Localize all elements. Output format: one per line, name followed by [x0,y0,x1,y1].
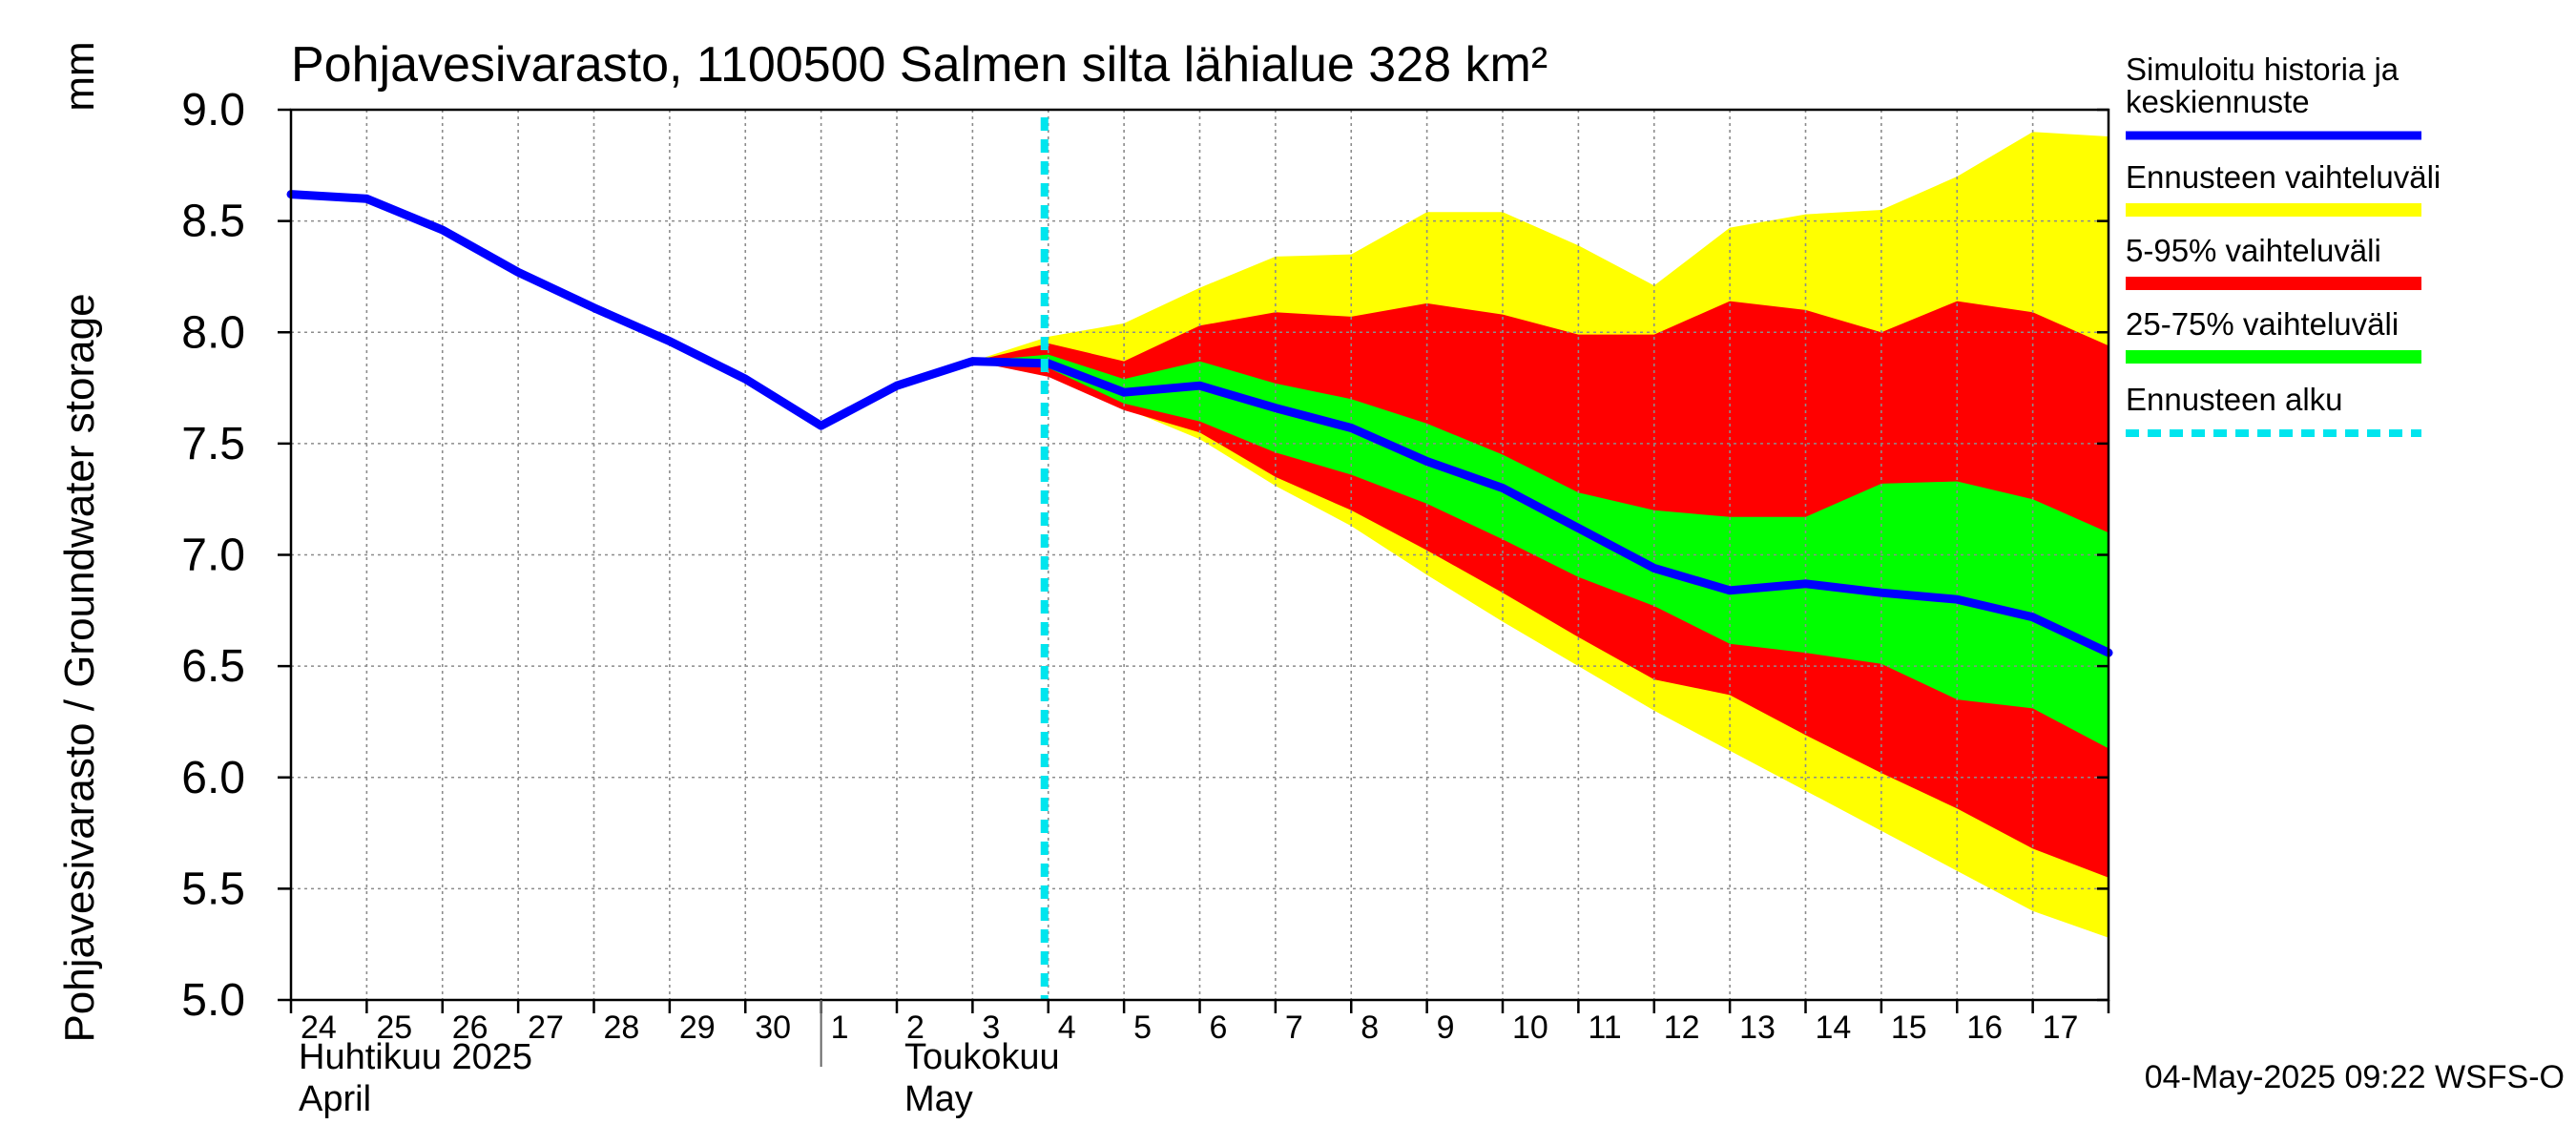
x-tick-label: 14 [1816,1010,1852,1046]
x-tick-label: 28 [604,1010,640,1046]
x-tick-label: 13 [1739,1010,1776,1046]
x-tick-label: 4 [1058,1010,1076,1046]
x-tick-label: 17 [2043,1010,2079,1046]
x-tick-label: 29 [679,1010,716,1046]
x-tick-label: 1 [831,1010,849,1046]
x-tick-label: 24 [301,1010,337,1046]
x-tick-label: 10 [1512,1010,1548,1046]
x-tick-label: 5 [1133,1010,1152,1046]
legend-entry-5-95: 5-95% vaihteluväli [2126,233,2421,290]
month-label-en: April [299,1079,371,1119]
chart-title: Pohjavesivarasto, 1100500 Salmen silta l… [291,37,1548,93]
legend-swatch-band [2126,277,2421,290]
y-tick-label: 5.0 [181,975,245,1026]
forecast-bands [972,132,2109,938]
x-tick-label: 8 [1361,1010,1379,1046]
y-axis-unit: mm [56,41,103,111]
band-25-75 [972,354,2109,749]
y-tick-label: 5.5 [181,864,245,914]
x-tick-label: 16 [1966,1010,2003,1046]
y-tick-label: 6.0 [181,753,245,803]
legend-label: Ennusteen vaihteluväli [2126,159,2441,195]
legend-swatch-band [2126,350,2421,364]
legend-entry-25-75: 25-75% vaihteluväli [2126,306,2421,364]
y-tick-label: 8.5 [181,197,245,247]
x-tick-label: 25 [376,1010,412,1046]
legend-label: Ennusteen alku [2126,382,2343,417]
x-tick-label: 3 [982,1010,1000,1046]
series-lines [286,117,2113,1000]
x-tick-label: 7 [1285,1010,1303,1046]
median-forecast-line [286,190,2113,657]
x-tick-label: 12 [1664,1010,1700,1046]
month-label-fi: Huhtikuu 2025 [299,1037,532,1077]
x-tick-label: 27 [528,1010,564,1046]
month-label-fi: Toukokuu [904,1037,1060,1077]
x-tick-label: 30 [755,1010,791,1046]
x-tick-label: 9 [1437,1010,1455,1046]
legend-entry-forecast-start: Ennusteen alku [2126,382,2421,437]
y-tick-label: 7.5 [181,419,245,469]
legend-label: 25-75% vaihteluväli [2126,306,2399,342]
legend-swatch-band [2126,203,2421,217]
y-tick-label: 6.5 [181,641,245,692]
timestamp: 04-May-2025 09:22 WSFS-O [2145,1059,2565,1095]
y-axis-label: Pohjavesivarasto / Groundwater storage [56,293,103,1042]
month-label-en: May [904,1079,973,1119]
x-tick-label: 6 [1210,1010,1228,1046]
band-5-95 [972,301,2109,878]
legend-label: keskiennuste [2126,84,2310,119]
x-tick-label: 15 [1891,1010,1927,1046]
x-tick-label: 26 [452,1010,488,1046]
x-tick-label: 11 [1588,1010,1621,1046]
x-tick-label: 2 [906,1010,924,1046]
y-tick-label: 7.0 [181,531,245,581]
y-tick-label: 9.0 [181,85,245,135]
legend-label: Simuloitu historia ja [2126,52,2399,87]
legend-label: 5-95% vaihteluväli [2126,233,2381,268]
y-tick-label: 8.0 [181,307,245,358]
axes: 5.05.56.06.57.07.58.08.59.024 25 26 27 28 29 3… [181,85,2110,1119]
legend-entry-full-range: Ennusteen vaihteluväli [2126,159,2441,217]
